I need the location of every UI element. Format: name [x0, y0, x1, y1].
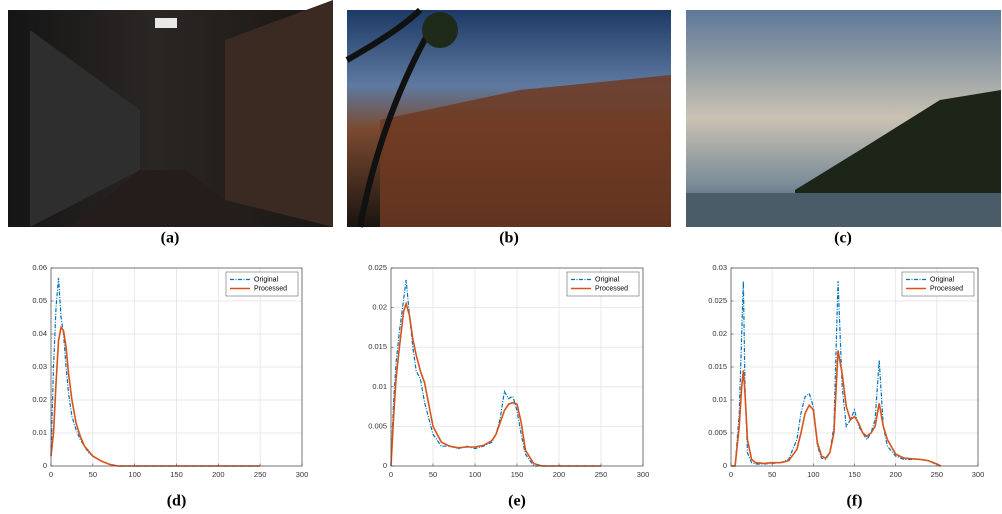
x-tick-label: 300 [637, 470, 650, 479]
y-tick-label: 0.01 [712, 395, 727, 404]
y-tick-label: 0.025 [708, 296, 727, 305]
photo-c [686, 10, 1001, 227]
legend-label: Original [595, 276, 620, 283]
photo-b [347, 10, 671, 227]
x-tick-label: 200 [553, 470, 566, 479]
x-tick-label: 150 [511, 470, 524, 479]
y-tick-label: 0.03 [32, 362, 47, 371]
chart-caption: (f) [847, 493, 863, 510]
x-tick-label: 100 [807, 470, 820, 479]
legend-label: Processed [254, 285, 287, 292]
x-tick-label: 250 [254, 470, 267, 479]
legend-label: Original [930, 276, 955, 283]
chart-caption: (d) [167, 493, 187, 510]
x-tick-label: 50 [89, 470, 97, 479]
x-tick-label: 250 [595, 470, 608, 479]
y-tick-label: 0.02 [712, 329, 727, 338]
chart-caption: (e) [508, 493, 526, 510]
x-tick-label: 50 [429, 470, 437, 479]
figure: (a) (b) (c) 0 50 100 150 200 250 300 0 0.01 0.02 0.03… [0, 0, 1002, 514]
y-tick-label: 0.06 [32, 263, 47, 272]
x-tick-label: 250 [931, 470, 944, 479]
legend-label: Processed [595, 285, 628, 292]
y-tick-label: 0 [723, 461, 727, 470]
x-tick-label: 150 [848, 470, 861, 479]
y-tick-label: 0.005 [368, 421, 387, 430]
y-tick-label: 0.04 [32, 329, 47, 338]
y-tick-label: 0.02 [372, 303, 387, 312]
x-tick-label: 100 [128, 470, 141, 479]
x-tick-label: 50 [768, 470, 776, 479]
y-tick-label: 0.01 [372, 382, 387, 391]
y-tick-label: 0.01 [32, 428, 47, 437]
x-tick-label: 300 [296, 470, 309, 479]
image-caption: (a) [161, 230, 180, 247]
y-tick-label: 0 [43, 461, 47, 470]
x-tick-label: 100 [469, 470, 482, 479]
legend-label: Original [254, 276, 279, 283]
y-tick-label: 0.03 [712, 263, 727, 272]
y-tick-label: 0.025 [368, 263, 387, 272]
y-tick-label: 0 [383, 461, 387, 470]
legend-label: Processed [930, 285, 963, 292]
x-tick-label: 300 [972, 470, 985, 479]
x-tick-label: 150 [170, 470, 183, 479]
y-tick-label: 0.05 [32, 296, 47, 305]
y-tick-label: 0.005 [708, 428, 727, 437]
x-tick-label: 0 [729, 470, 733, 479]
image-caption: (c) [834, 230, 852, 247]
x-tick-label: 200 [889, 470, 902, 479]
x-tick-label: 0 [389, 470, 393, 479]
photo-a [8, 0, 333, 227]
image-caption: (b) [499, 230, 519, 247]
x-tick-label: 0 [49, 470, 53, 479]
y-tick-label: 0.015 [368, 342, 387, 351]
y-tick-label: 0.02 [32, 395, 47, 404]
x-tick-label: 200 [212, 470, 225, 479]
y-tick-label: 0.015 [708, 362, 727, 371]
